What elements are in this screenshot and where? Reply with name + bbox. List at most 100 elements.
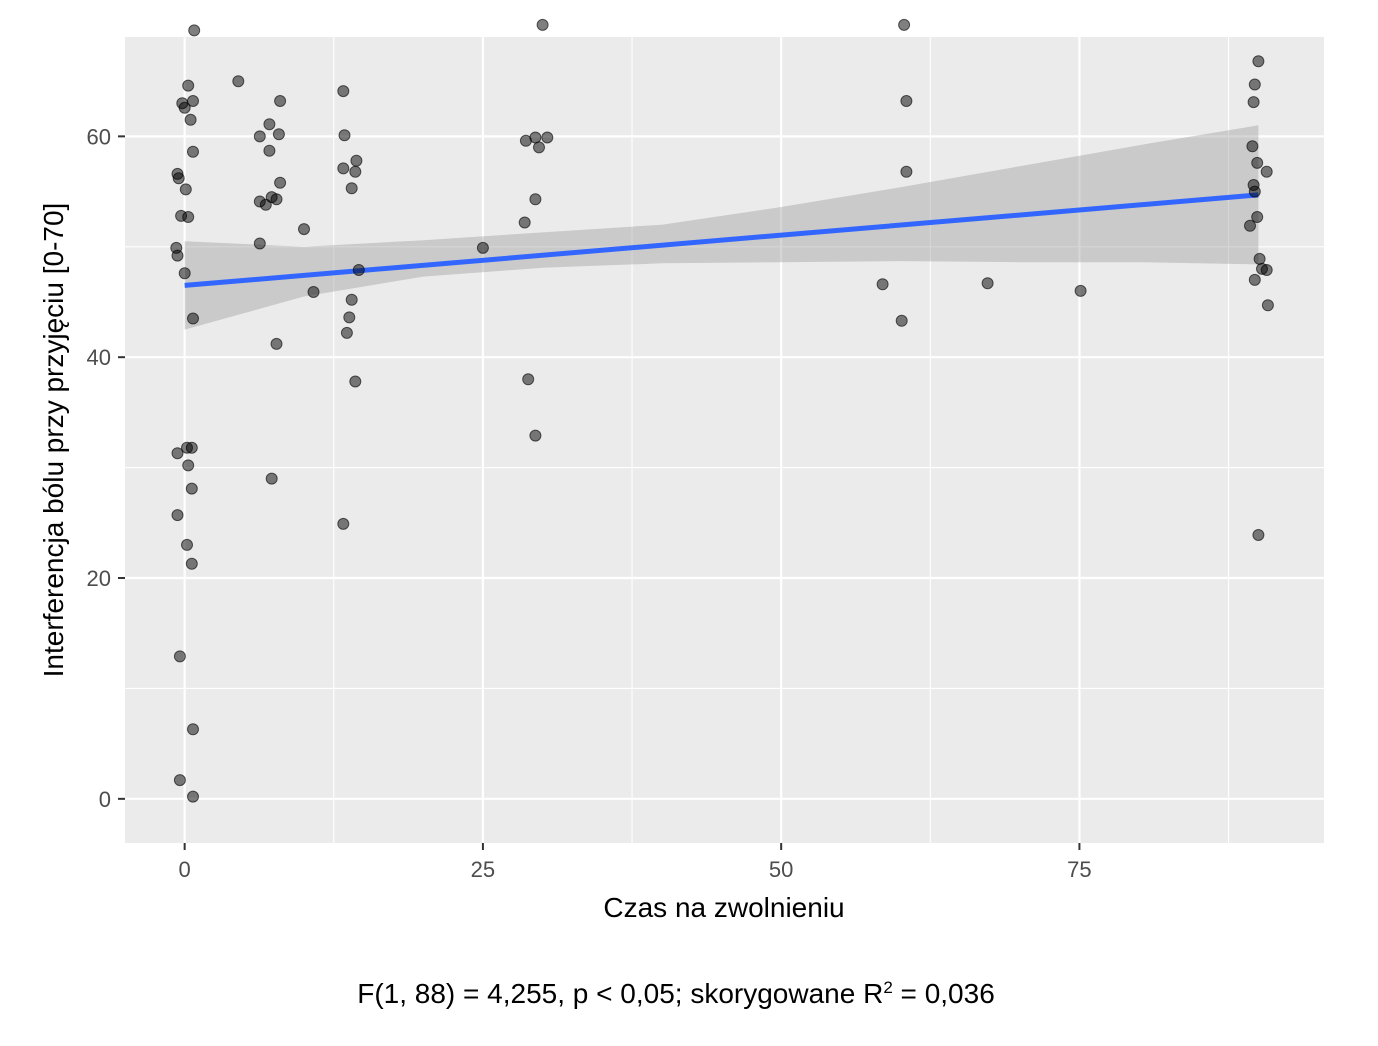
data-point bbox=[184, 113, 197, 126]
data-point bbox=[541, 131, 554, 144]
data-point bbox=[518, 216, 531, 229]
data-point bbox=[270, 193, 283, 206]
data-point bbox=[345, 293, 358, 306]
data-point bbox=[263, 144, 276, 157]
data-point bbox=[1244, 219, 1256, 232]
minor-gridlines bbox=[125, 37, 1324, 843]
data-point bbox=[1248, 273, 1261, 286]
data-point bbox=[981, 277, 994, 290]
data-point bbox=[345, 182, 358, 195]
data-point bbox=[263, 118, 276, 131]
data-point bbox=[171, 509, 184, 522]
data-point bbox=[1251, 211, 1264, 223]
data-point bbox=[274, 176, 287, 189]
data-point bbox=[529, 429, 542, 442]
data-point bbox=[1260, 165, 1273, 178]
data-point bbox=[178, 101, 191, 114]
data-point bbox=[476, 241, 489, 254]
data-point bbox=[274, 95, 287, 107]
caption-tail: = 0,036 bbox=[892, 978, 995, 1009]
data-point bbox=[900, 95, 913, 107]
data-point bbox=[253, 130, 266, 143]
data-point bbox=[172, 172, 185, 185]
data-point bbox=[185, 557, 198, 570]
data-point bbox=[182, 459, 195, 472]
x-tick-label: 25 bbox=[471, 857, 495, 882]
x-tick-label: 0 bbox=[179, 857, 191, 882]
data-point bbox=[533, 141, 545, 154]
data-point bbox=[349, 375, 362, 388]
data-point bbox=[173, 774, 186, 787]
major-gridlines bbox=[125, 37, 1324, 843]
data-point bbox=[182, 79, 195, 92]
confidence-band bbox=[184, 125, 1259, 330]
data-point bbox=[171, 249, 184, 262]
data-point bbox=[1253, 252, 1266, 265]
data-point bbox=[298, 223, 310, 236]
y-tick-label: 60 bbox=[87, 124, 111, 149]
x-tick-label: 50 bbox=[769, 857, 793, 882]
y-tick-label: 20 bbox=[87, 566, 111, 591]
data-point bbox=[1260, 264, 1273, 276]
scatter-chart: 0 25 50 75 0 20 40 60 Czas na zwolnieniu Inter… bbox=[38, 18, 1324, 923]
data-point bbox=[253, 237, 266, 250]
data-point bbox=[1252, 55, 1265, 68]
data-point bbox=[1261, 299, 1274, 312]
data-point bbox=[188, 24, 201, 37]
data-point bbox=[350, 154, 363, 167]
data-point bbox=[187, 95, 199, 107]
data-point bbox=[187, 312, 199, 325]
data-point bbox=[187, 145, 199, 158]
data-point bbox=[187, 723, 199, 736]
data-point bbox=[185, 482, 198, 495]
data-point bbox=[232, 75, 245, 88]
data-point bbox=[536, 18, 549, 31]
data-point bbox=[900, 165, 913, 178]
data-point bbox=[522, 373, 535, 386]
data-point bbox=[179, 183, 192, 196]
data-points bbox=[170, 18, 1274, 803]
x-tick-label: 75 bbox=[1067, 857, 1091, 882]
data-point bbox=[171, 447, 184, 460]
data-point bbox=[529, 193, 542, 206]
data-point bbox=[337, 162, 350, 175]
data-point bbox=[898, 18, 911, 31]
data-point bbox=[187, 790, 199, 803]
data-point bbox=[337, 517, 350, 530]
data-point bbox=[1248, 185, 1261, 198]
data-point bbox=[349, 165, 362, 178]
data-point bbox=[1247, 96, 1260, 109]
data-point bbox=[340, 326, 353, 339]
data-point bbox=[181, 538, 193, 551]
data-point bbox=[175, 209, 188, 222]
data-point bbox=[178, 267, 191, 280]
data-point bbox=[1246, 140, 1259, 153]
data-point bbox=[337, 85, 350, 98]
data-point bbox=[876, 278, 889, 291]
data-point bbox=[272, 128, 285, 141]
data-point bbox=[1074, 284, 1087, 297]
statistics-caption: F(1, 88) = 4,255, p < 0,05; skorygowane … bbox=[0, 978, 1352, 1010]
caption-superscript: 2 bbox=[883, 978, 893, 997]
data-point bbox=[1252, 529, 1265, 541]
y-axis-title: Interferencja bólu przy przyjęciu [0-70] bbox=[38, 203, 69, 678]
y-axis-ticks: 0 20 40 60 bbox=[87, 124, 125, 812]
plot-panel bbox=[125, 37, 1324, 843]
data-point bbox=[338, 129, 351, 142]
x-axis-title: Czas na zwolnieniu bbox=[603, 892, 844, 923]
data-point bbox=[895, 314, 908, 327]
data-point bbox=[352, 264, 365, 276]
data-point bbox=[270, 337, 283, 350]
data-point bbox=[1248, 78, 1261, 91]
data-point bbox=[307, 286, 320, 298]
data-point bbox=[343, 311, 356, 324]
data-point bbox=[265, 472, 278, 485]
data-point bbox=[185, 441, 198, 454]
caption-main: F(1, 88) = 4,255, p < 0,05; skorygowane … bbox=[357, 978, 884, 1009]
x-axis-ticks: 0 25 50 75 bbox=[179, 843, 1092, 882]
data-point bbox=[1251, 156, 1264, 169]
data-point bbox=[529, 131, 542, 144]
y-tick-label: 0 bbox=[99, 787, 111, 812]
y-tick-label: 40 bbox=[87, 345, 111, 370]
data-point bbox=[173, 650, 186, 663]
